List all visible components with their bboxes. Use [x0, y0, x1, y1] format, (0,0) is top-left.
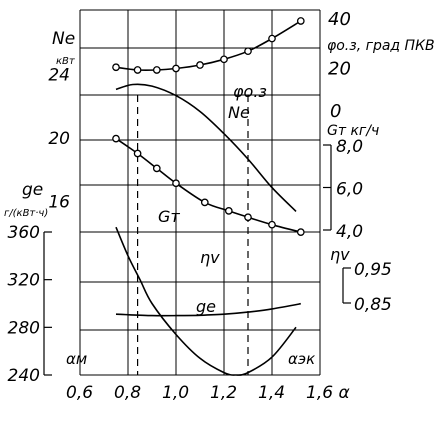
series-label-nv: ηv — [200, 248, 220, 267]
curve-labels: φо.з Ne Gт ηv ge αм αэк — [66, 82, 315, 368]
series-label-gm: Gт — [158, 207, 180, 226]
x-tick-label: 1,2 — [210, 383, 237, 403]
nv-axis-label: ηv — [330, 245, 350, 264]
x-tick-label: 1,6 α — [306, 383, 350, 403]
series-label-ne: Ne — [228, 103, 250, 122]
gm-tick-label: 6,0 — [336, 180, 363, 200]
x-tick-label: 0,8 — [114, 383, 141, 403]
data-point-gm — [296, 228, 305, 236]
series-label-ge: ge — [196, 297, 216, 316]
gm-tick-label: 8,0 — [336, 137, 363, 157]
series-line-ne — [115, 83, 297, 212]
reference-lines — [137, 95, 249, 375]
ne-tick-label: 24 — [48, 65, 70, 85]
ge-axis-label: ge — [22, 180, 43, 200]
ne-axis-label: Ne — [52, 29, 75, 49]
grid — [79, 9, 321, 376]
phi-tick-label: 20 — [328, 59, 351, 80]
data-point-gm — [112, 134, 120, 143]
data-point-gm — [152, 164, 161, 173]
data-point-gm — [133, 149, 142, 158]
nv-tick-label: 0,95 — [354, 260, 392, 280]
x-tick-label: 0,6 — [66, 383, 93, 403]
data-point-phi — [196, 61, 204, 69]
data-point-gm — [268, 220, 276, 229]
series-group — [112, 17, 305, 376]
data-point-phi — [133, 66, 142, 74]
data-point-gm — [200, 198, 209, 207]
ref-line-label: αэк — [288, 350, 315, 368]
gm-tick-label: 4,0 — [336, 222, 363, 242]
data-point-phi — [172, 64, 180, 73]
ge-tick-label: 280 — [8, 318, 40, 338]
axes: Ne кВт ge г/(кВт·ч) φо.з, град ПКВ Gт кг/ч ηv — [4, 29, 435, 376]
series-line-phi — [115, 20, 302, 72]
data-point-gm — [224, 207, 233, 215]
ne-tick-label: 20 — [48, 129, 70, 149]
x-tick-label: 1,4 — [258, 383, 285, 403]
phi-zero-label: 0 — [330, 101, 341, 122]
ref-line-label: αм — [66, 350, 87, 368]
data-point-phi — [220, 55, 228, 64]
data-point-phi — [152, 66, 161, 74]
ne-axis-unit: кВт — [56, 56, 76, 67]
series-label-phi: φо.з — [233, 82, 267, 101]
phi-axis-label: φо.з, град ПКВ — [327, 38, 435, 54]
phi-tick-label: 40 — [328, 9, 351, 30]
gm-axis-label: Gт кг/ч — [327, 123, 379, 139]
ge-tick-label: 320 — [8, 271, 40, 291]
ne-tick-label: 16 — [48, 192, 70, 212]
ge-tick-label: 360 — [8, 223, 40, 243]
x-tick-label: 1,0 — [162, 383, 189, 403]
data-point-gm — [172, 179, 180, 188]
data-point-phi — [112, 63, 120, 72]
series-line-nv — [115, 302, 301, 317]
ge-axis-unit: г/(кВт·ч) — [4, 208, 48, 219]
data-point-phi — [268, 34, 276, 43]
nv-tick-label: 0,85 — [354, 295, 392, 315]
ge-tick-label: 240 — [8, 366, 40, 386]
tick-labels: 0,6 0,8 1,0 1,2 1,4 1,6 α 16 20 24 240 280 320 360 20… — [8, 9, 392, 403]
data-point-phi — [244, 47, 252, 56]
data-point-gm — [244, 213, 252, 222]
series-line-ge — [115, 226, 297, 376]
data-point-phi — [296, 17, 305, 25]
